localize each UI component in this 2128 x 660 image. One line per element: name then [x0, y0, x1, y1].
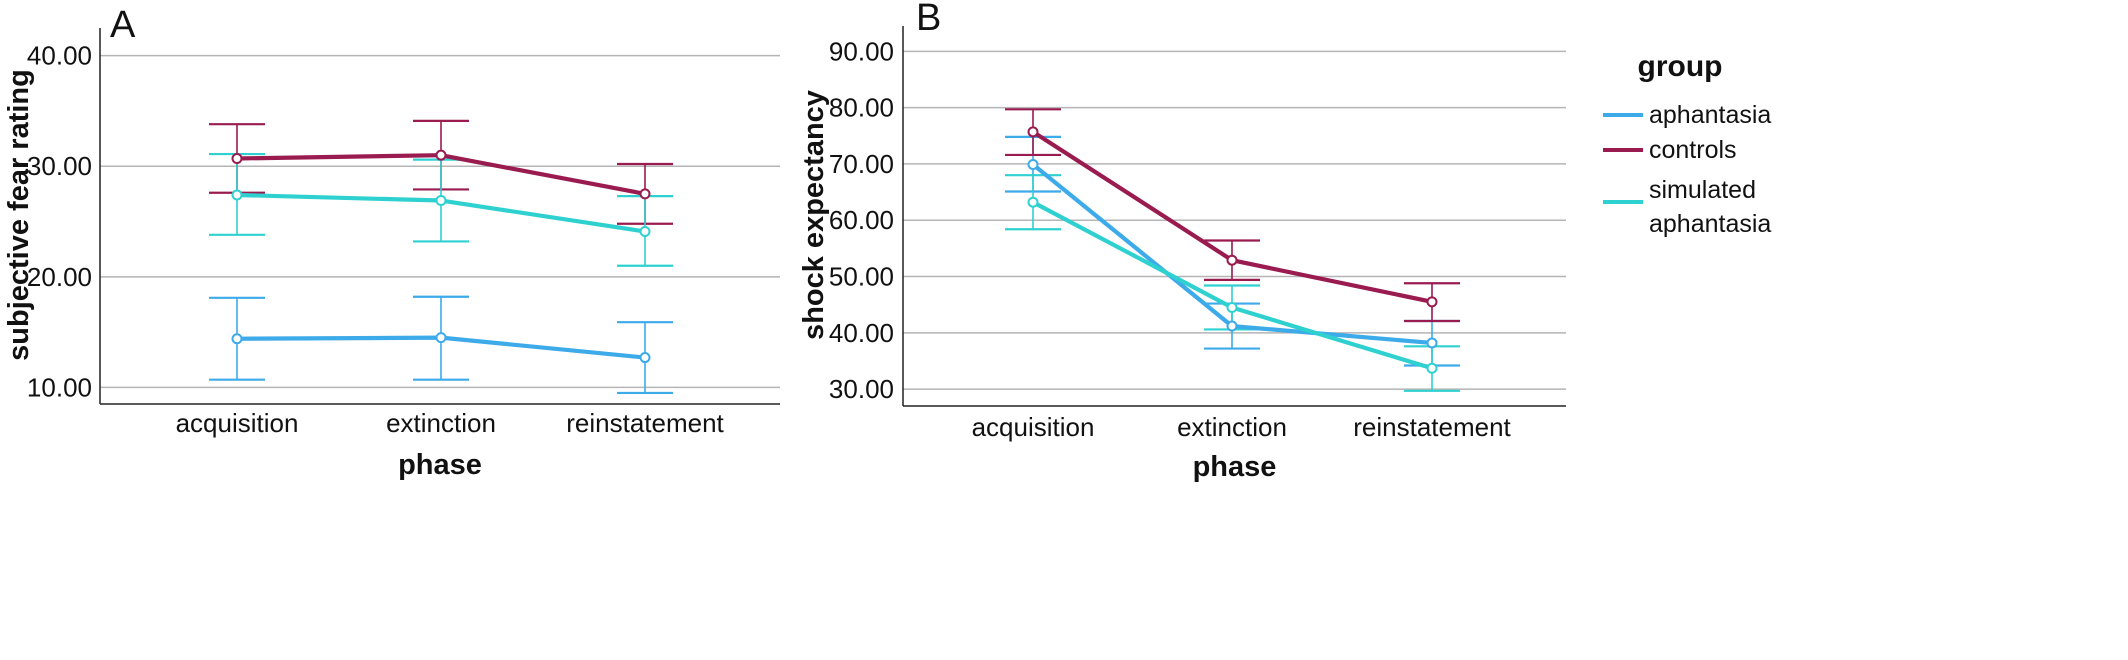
- data-point-aphantasia: [639, 352, 651, 364]
- y-axis-title: subjective fear rating: [3, 69, 35, 361]
- legend-label-simulated: simulated: [1649, 176, 1756, 204]
- legend: group aphantasia controls simulated aphantas…: [1603, 50, 1771, 238]
- data-point-controls: [1027, 126, 1039, 138]
- y-tick-label: 50.00: [829, 262, 894, 292]
- x-tick-label-extinction: extinction: [1177, 412, 1287, 442]
- data-point-aphantasia: [231, 333, 243, 345]
- data-point-aphantasia: [1426, 337, 1438, 349]
- y-tick-label: 30.00: [829, 374, 894, 404]
- data-point-simulated: [1226, 301, 1238, 313]
- y-tick-label: 80.00: [829, 93, 894, 123]
- x-axis-title: phase: [1193, 451, 1277, 483]
- data-point-controls: [1226, 254, 1238, 266]
- y-tick-label: 40.00: [829, 318, 894, 348]
- legend-label-simulated: aphantasia: [1649, 210, 1771, 238]
- data-point-controls: [1426, 296, 1438, 308]
- data-point-controls: [639, 188, 651, 200]
- x-tick-label-reinstatement: reinstatement: [566, 408, 724, 438]
- x-tick-label-acquisition: acquisition: [972, 412, 1095, 442]
- data-point-aphantasia: [1027, 158, 1039, 170]
- data-point-simulated: [1027, 196, 1039, 208]
- panel-b-shock-expectancy-chart: 30.00 40.00 50.00 60.00 70.00 80.00 90.00 acqui…: [798, 0, 1566, 483]
- data-point-simulated: [231, 189, 243, 201]
- x-axis-title: phase: [398, 449, 482, 481]
- y-tick-label: 70.00: [829, 149, 894, 179]
- x-tick-label-extinction: extinction: [386, 408, 496, 438]
- legend-label-aphantasia: aphantasia: [1649, 101, 1771, 129]
- legend-title: group: [1638, 50, 1723, 83]
- panel-letter: B: [916, 0, 941, 39]
- data-point-simulated: [435, 195, 447, 207]
- data-point-controls: [231, 152, 243, 164]
- y-tick-label: 60.00: [829, 205, 894, 235]
- data-point-simulated: [639, 225, 651, 237]
- y-tick-label: 90.00: [829, 36, 894, 66]
- panel-letter: A: [110, 4, 136, 46]
- y-tick-label: 20.00: [27, 262, 92, 292]
- y-tick-label: 10.00: [27, 372, 92, 402]
- data-point-controls: [435, 149, 447, 161]
- x-tick-label-acquisition: acquisition: [176, 408, 299, 438]
- panel-a-fear-rating-chart: 10.00 20.00 30.00 40.00 acquisition extinctio…: [3, 4, 780, 481]
- y-tick-label: 30.00: [27, 151, 92, 181]
- x-tick-label-reinstatement: reinstatement: [1353, 412, 1511, 442]
- data-point-aphantasia: [435, 332, 447, 344]
- data-point-aphantasia: [1226, 320, 1238, 332]
- data-point-simulated: [1426, 362, 1438, 374]
- y-tick-label: 40.00: [27, 41, 92, 71]
- y-axis-title: shock expectancy: [798, 90, 830, 340]
- legend-label-controls: controls: [1649, 136, 1737, 164]
